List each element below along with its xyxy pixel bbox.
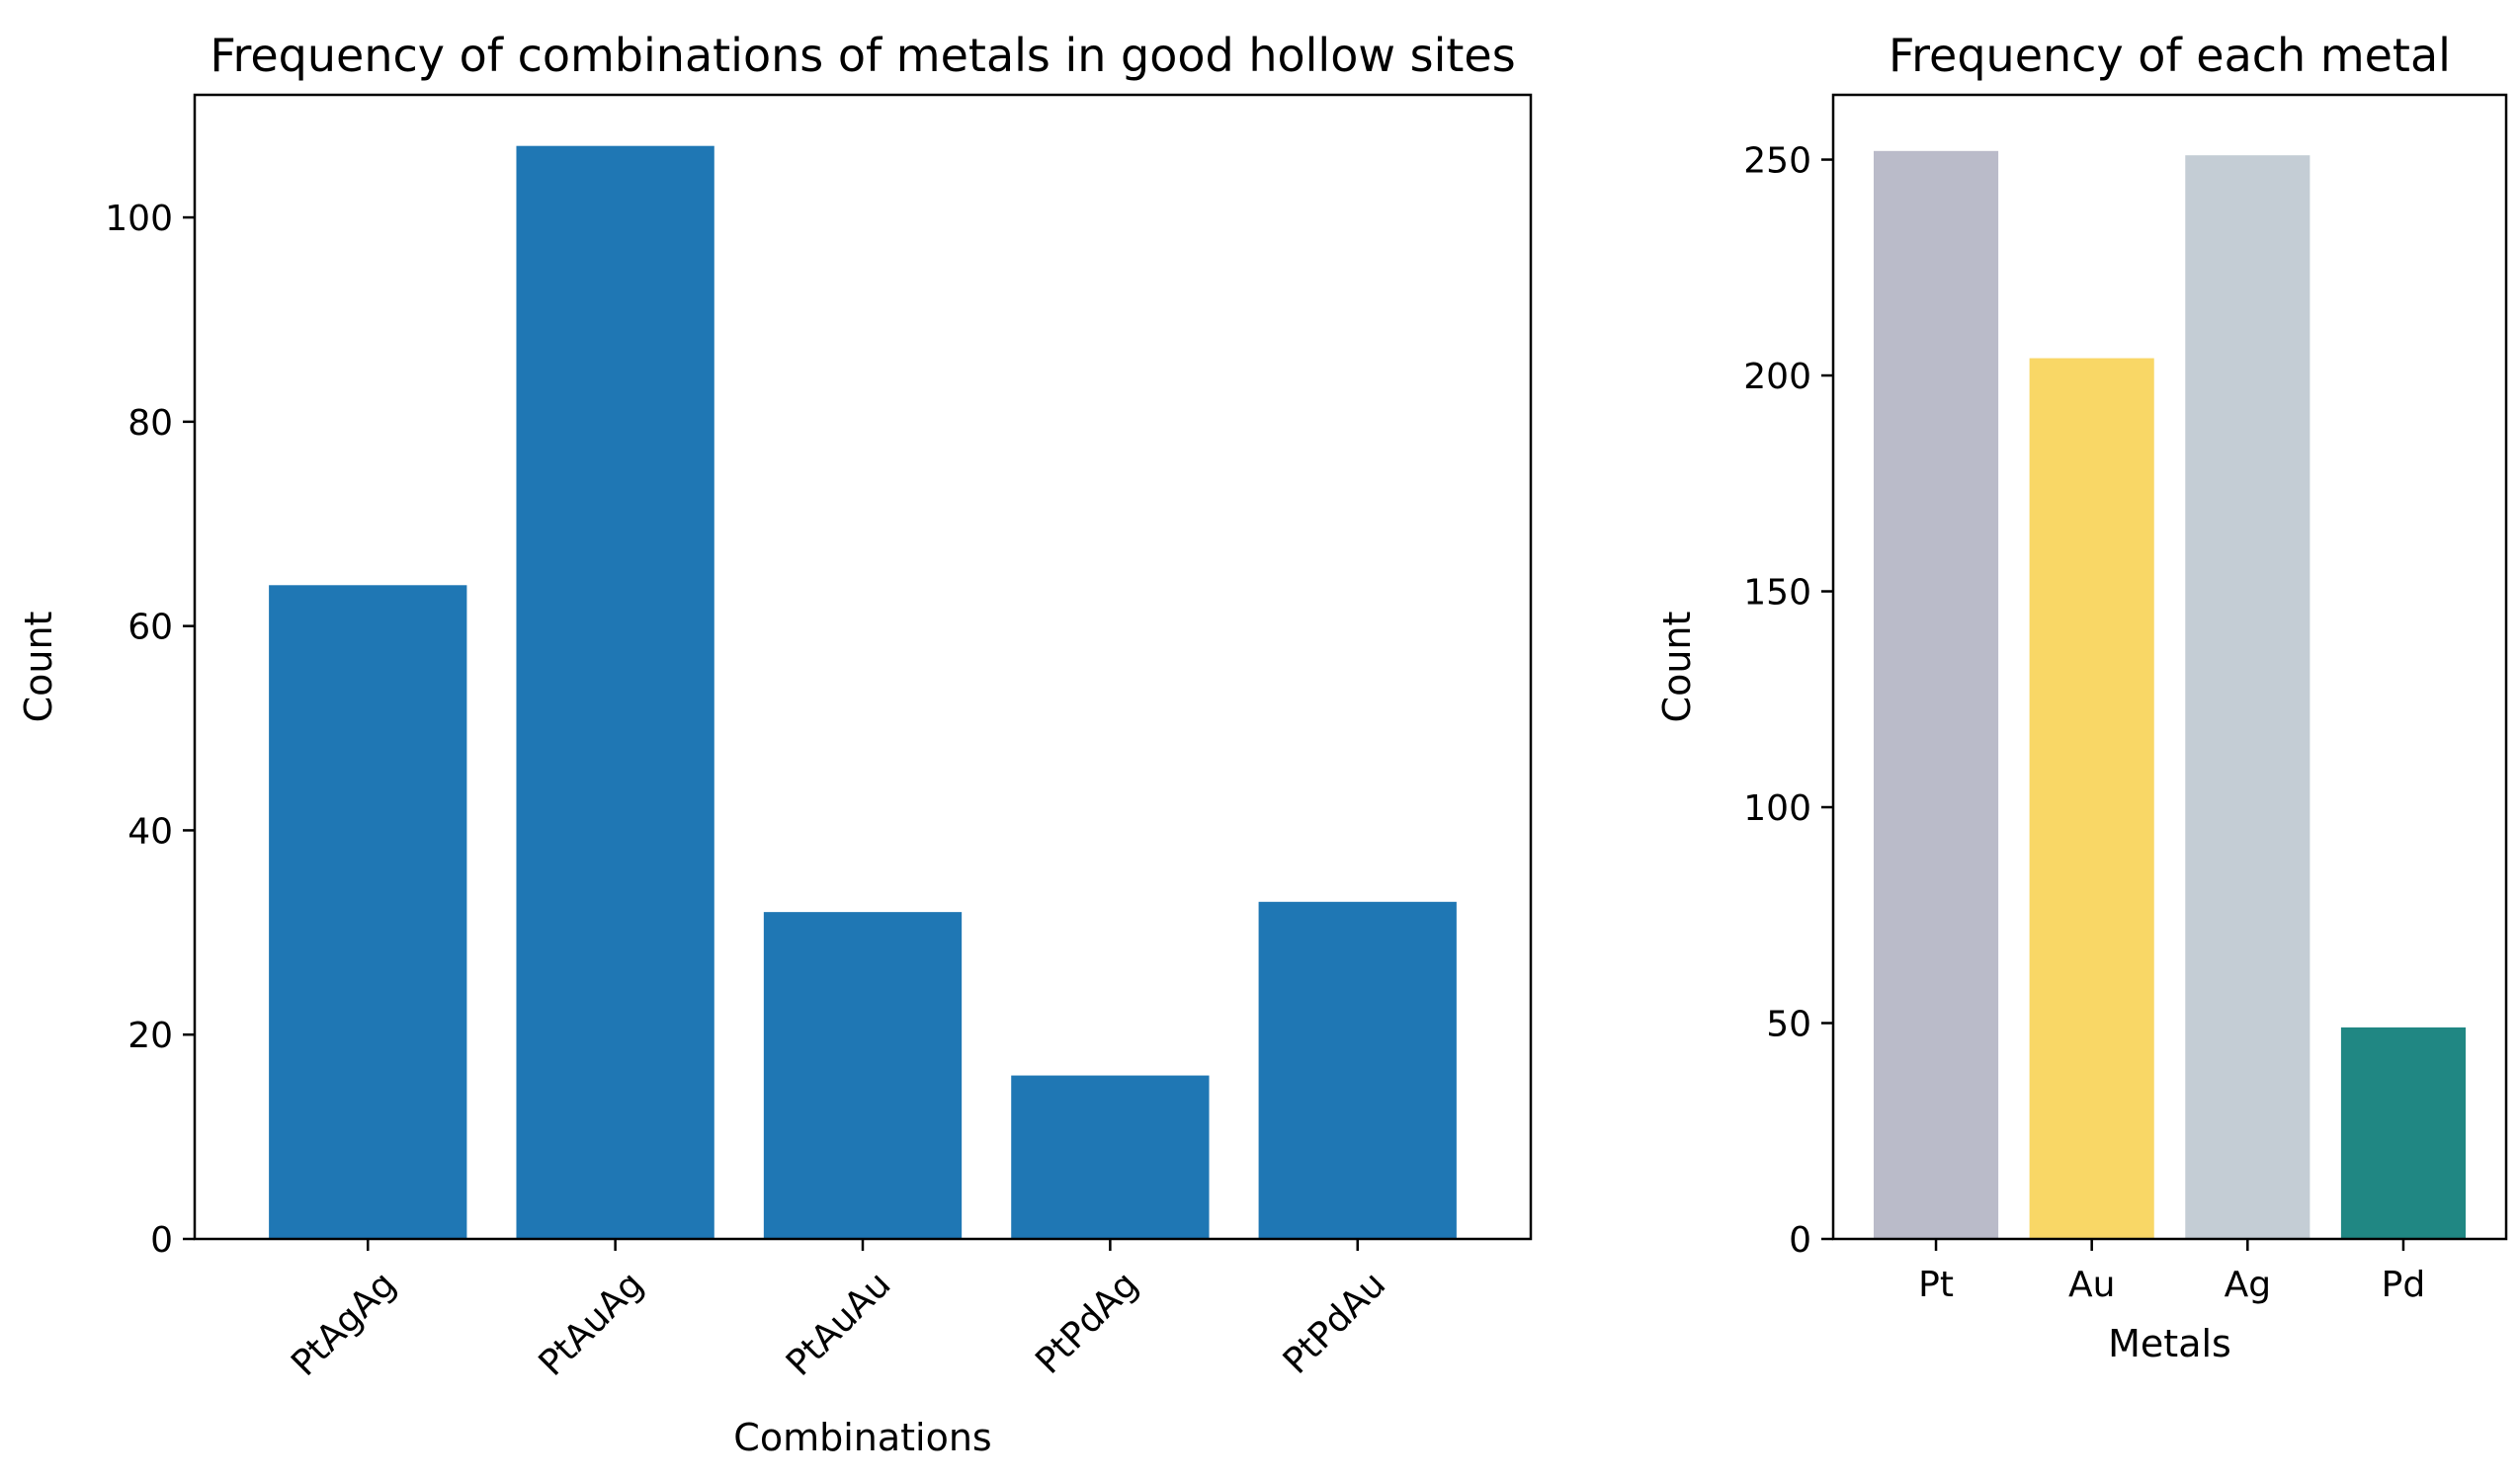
combinations-x-tick-label-ptpdau: PtPdAu — [1276, 1264, 1393, 1381]
metals-x-tick-label-pd: Pd — [2382, 1265, 2426, 1305]
metals-x-tick-label-au: Au — [2068, 1265, 2115, 1305]
metals-x-tick-label-pt: Pt — [1918, 1265, 1954, 1305]
metals-y-tick-label: 250 — [1743, 141, 1811, 182]
metals-bars — [1873, 150, 2467, 1240]
metals-y-tick-label: 200 — [1743, 357, 1811, 397]
metals-chart: Frequency of each metal Metals Count 0 50… — [1655, 29, 2508, 1365]
combinations-x-tick-label-ptpdag: PtPdAg — [1028, 1264, 1145, 1381]
metals-y-tick-label: 150 — [1743, 573, 1811, 614]
metals-bar-au — [2029, 358, 2154, 1240]
metals-bar-pt — [1873, 150, 1999, 1240]
combinations-x-tick-label-ptauag: PtAuAg — [532, 1264, 651, 1383]
combinations-bar-ptauag — [516, 145, 714, 1240]
combinations-y-tick-label: 0 — [150, 1220, 173, 1261]
metals-axes: 0 50 100 150 200 250 Pt Au Ag Pd — [1743, 93, 2508, 1305]
metals-y-tick-label: 0 — [1789, 1220, 1811, 1261]
metals-y-axis-label: Count — [1655, 612, 1699, 723]
combinations-y-tick-label: 40 — [127, 811, 173, 852]
metals-plot-frame — [1831, 93, 2508, 1241]
combinations-y-tick-label: 60 — [127, 608, 173, 648]
combinations-chart: Frequency of combinations of metals in g… — [17, 29, 1533, 1459]
combinations-bar-ptagag — [269, 585, 467, 1239]
combinations-y-tick-label: 100 — [105, 199, 173, 239]
metals-chart-title: Frequency of each metal — [1889, 29, 2451, 82]
metals-y-tick-label: 50 — [1766, 1005, 1811, 1045]
metals-y-tick-label: 100 — [1743, 788, 1811, 829]
combinations-x-tick-label-ptagag: PtAgAg — [284, 1264, 403, 1383]
combinations-chart-title: Frequency of combinations of metals in g… — [210, 29, 1515, 82]
metals-bar-pd — [2340, 1027, 2467, 1239]
combinations-y-axis-label: Count — [17, 612, 60, 723]
combinations-bars — [269, 145, 1457, 1240]
combinations-y-tick-label: 20 — [127, 1016, 173, 1056]
combinations-bar-ptauau — [763, 912, 963, 1239]
combinations-x-tick-label-ptauau: PtAuAu — [779, 1264, 898, 1383]
combinations-y-tick-label: 80 — [127, 403, 173, 444]
combinations-x-axis-label: Combinations — [733, 1416, 991, 1459]
metals-x-tick-label-ag: Ag — [2225, 1265, 2271, 1305]
combinations-bar-ptpdau — [1258, 901, 1457, 1239]
metals-x-axis-label: Metals — [2108, 1322, 2231, 1365]
combinations-bar-ptpdag — [1011, 1075, 1210, 1239]
metals-bar-ag — [2185, 155, 2310, 1239]
